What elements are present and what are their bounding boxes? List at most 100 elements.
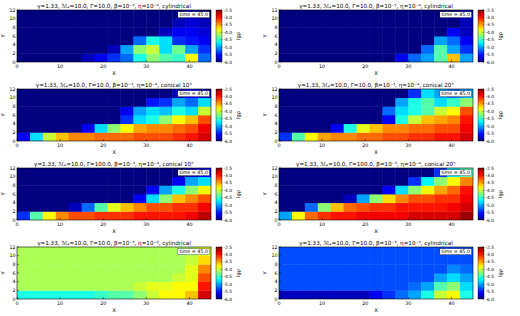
cell: [447, 124, 460, 133]
cell: [17, 106, 30, 115]
y-tick-label: 12: [9, 245, 15, 250]
cell: [395, 247, 408, 256]
colorbar-tick-label: -3.5: [224, 101, 233, 106]
cell: [185, 132, 198, 141]
cell: [95, 124, 108, 133]
y-tick-label: 6: [12, 34, 15, 39]
cell: [69, 264, 82, 273]
cell: [344, 185, 357, 194]
annotation-box: time = 45.0: [440, 249, 472, 255]
cell: [198, 264, 211, 273]
cell: [421, 132, 434, 141]
y-tick-label: 2: [274, 130, 277, 135]
cell: [82, 45, 95, 54]
cell: [159, 27, 172, 36]
y-tick: [279, 176, 281, 177]
cell: [56, 115, 69, 124]
cell: [120, 10, 133, 19]
cell: [146, 98, 159, 107]
cell: [408, 282, 421, 291]
x-tick: [365, 297, 366, 299]
y-tick: [279, 106, 281, 107]
cell: [120, 256, 133, 265]
cell: [159, 247, 172, 256]
x-tick: [451, 60, 452, 62]
y-tick-label: 4: [12, 200, 15, 205]
cell: [69, 290, 82, 299]
cell: [30, 273, 43, 282]
y-tick: [279, 27, 281, 28]
cell: [108, 115, 121, 124]
cell: [408, 177, 421, 186]
cell: [305, 10, 318, 19]
cell: [133, 124, 146, 133]
cell: [69, 115, 82, 124]
y-tick: [17, 10, 19, 11]
cell: [172, 177, 185, 186]
cell: [82, 115, 95, 124]
cell: [82, 177, 95, 186]
x-tick-label: 0: [15, 222, 18, 227]
cell: [43, 19, 56, 28]
y-tick-label: 12: [271, 8, 277, 13]
colorbar-tick: [221, 291, 223, 292]
cell: [357, 106, 370, 115]
cell: [318, 282, 331, 291]
cell: [434, 124, 447, 133]
cell: [344, 106, 357, 115]
cell: [133, 132, 146, 141]
cell: [82, 27, 95, 36]
x-tick-label: 20: [362, 64, 368, 69]
cell: [30, 45, 43, 54]
cell: [434, 273, 447, 282]
cell: [382, 256, 395, 265]
cell: [292, 273, 305, 282]
cell: [370, 19, 383, 28]
cell: [408, 19, 421, 28]
y-tick: [17, 299, 19, 300]
cell: [95, 264, 108, 273]
y-tick: [279, 10, 281, 11]
cell: [95, 185, 108, 194]
cell: [159, 98, 172, 107]
cell: [120, 211, 133, 220]
cell: [95, 53, 108, 62]
colorbar: [478, 10, 484, 62]
x-tick-label: 10: [319, 64, 325, 69]
cell: [146, 168, 159, 177]
cell: [17, 53, 30, 62]
cell: [395, 168, 408, 177]
cell: [344, 132, 357, 141]
cell: [133, 115, 146, 124]
cell: [447, 194, 460, 203]
cell: [395, 124, 408, 133]
y-tick: [279, 220, 281, 221]
cell: [447, 282, 460, 291]
cell: [82, 98, 95, 107]
colorbar-tick: [483, 212, 485, 213]
cell: [108, 185, 121, 194]
x-tick: [279, 60, 280, 62]
cell: [17, 132, 30, 141]
colorbar-tick-label: -4.0: [486, 30, 495, 35]
cell: [318, 89, 331, 98]
cell: [357, 36, 370, 45]
y-tick: [279, 168, 281, 169]
cell: [357, 185, 370, 194]
cell: [69, 177, 82, 186]
cell: [198, 273, 211, 282]
cell: [370, 89, 383, 98]
cell: [56, 132, 69, 141]
colorbar-label: lgρ: [497, 190, 504, 198]
y-tick-label: 2: [12, 130, 15, 135]
cell: [370, 106, 383, 115]
cell: [357, 115, 370, 124]
cell: [460, 211, 473, 220]
cell: [120, 89, 133, 98]
x-tick: [103, 60, 104, 62]
cell: [434, 45, 447, 54]
colorbar-tick-label: -4.5: [486, 116, 495, 121]
cell: [318, 203, 331, 212]
cell: [318, 106, 331, 115]
cell: [159, 106, 172, 115]
